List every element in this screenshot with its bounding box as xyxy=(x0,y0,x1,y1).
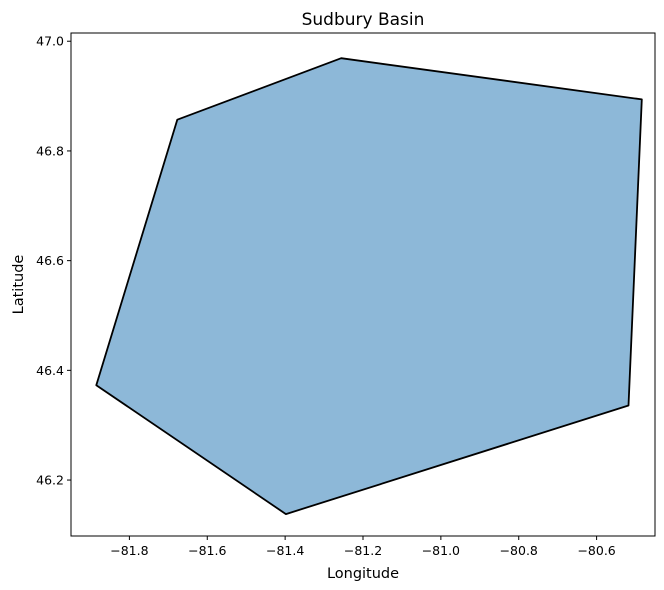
x-tick-label: −81.4 xyxy=(266,543,304,558)
x-tick-label: −80.8 xyxy=(500,543,538,558)
y-tick-label: 46.2 xyxy=(36,473,64,488)
x-tick-label: −81.2 xyxy=(344,543,382,558)
y-axis-label: Latitude xyxy=(11,255,27,315)
y-tick-label: 46.6 xyxy=(36,253,64,268)
y-tick-label: 46.4 xyxy=(36,363,64,378)
x-tick-label: −81.8 xyxy=(110,543,148,558)
y-tick-label: 46.8 xyxy=(36,143,64,158)
x-tick-label: −81.6 xyxy=(188,543,226,558)
x-axis-label: Longitude xyxy=(327,566,399,582)
x-tick-label: −81.0 xyxy=(422,543,460,558)
y-tick-label: 47.0 xyxy=(36,34,64,49)
basin-polygon xyxy=(95,57,643,515)
x-tick-label: −80.6 xyxy=(577,543,615,558)
map-title: Sudbury Basin xyxy=(302,10,425,30)
